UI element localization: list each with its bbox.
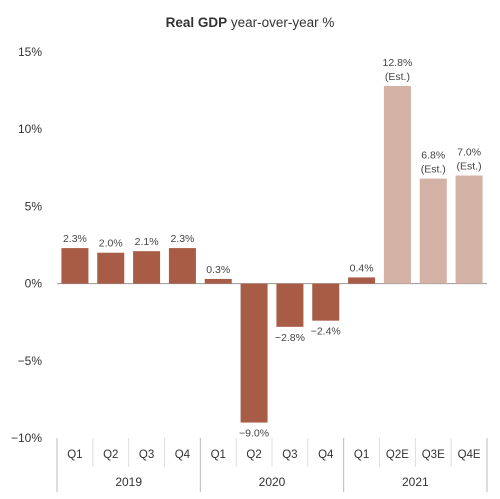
- x-tick-label: Q1: [67, 449, 82, 461]
- x-group-label: 2019: [115, 475, 142, 489]
- x-tick-label: Q3E: [422, 449, 445, 461]
- estimate-note-label: (Est.): [385, 71, 410, 83]
- bar: [97, 252, 125, 284]
- bar: [204, 278, 232, 284]
- x-tick-label: Q4: [175, 449, 191, 461]
- data-label: −2.8%: [275, 332, 305, 344]
- data-labels-group: 2.3% 2.0% 2.1% 2.3% 0.3% −9.0% −2.8% −2.4% 0.4% 1…: [63, 57, 482, 440]
- y-tick-label: −10%: [11, 431, 42, 445]
- x-tick-label: Q3: [282, 449, 297, 461]
- bar: [348, 277, 376, 284]
- x-tick-label: Q1: [211, 449, 226, 461]
- data-label: 7.0%: [457, 147, 481, 159]
- x-tick-label: Q3: [139, 449, 154, 461]
- bar: [312, 283, 340, 321]
- data-label: 2.3%: [63, 233, 87, 245]
- estimate-note-label: (Est.): [457, 161, 482, 173]
- data-label: 2.3%: [170, 233, 194, 245]
- data-label: 2.0%: [99, 238, 123, 250]
- data-label: 0.4%: [350, 262, 374, 274]
- x-tick-label: Q2: [246, 449, 261, 461]
- bar: [133, 251, 161, 284]
- data-label: 12.8%: [383, 57, 413, 69]
- chart-title-rest: year-over-year %: [227, 15, 334, 30]
- bar: [419, 178, 447, 284]
- x-tick-label: Q2: [103, 449, 118, 461]
- bar: [276, 283, 304, 327]
- y-tick-label: −5%: [18, 354, 43, 368]
- x-tick-label: Q4E: [458, 449, 481, 461]
- bar: [455, 175, 483, 284]
- data-label: −9.0%: [239, 428, 269, 440]
- data-label: 2.1%: [135, 236, 159, 248]
- x-group-label: 2021: [402, 475, 429, 489]
- data-label: 0.3%: [206, 264, 230, 276]
- y-axis: 15% 10% 5% 0% −5% −10%: [11, 45, 487, 445]
- bar: [240, 283, 268, 423]
- y-tick-label: 15%: [18, 45, 42, 59]
- y-tick-label: 0%: [25, 277, 43, 291]
- bar: [168, 248, 196, 284]
- data-label: 6.8%: [421, 150, 445, 162]
- y-tick-label: 5%: [25, 199, 43, 213]
- estimate-note-label: (Est.): [421, 164, 446, 176]
- bar: [383, 85, 411, 284]
- chart-title: Real GDP year-over-year %: [166, 15, 335, 30]
- x-tick-label: Q4: [318, 449, 334, 461]
- y-tick-label: 10%: [18, 122, 42, 136]
- bar: [61, 248, 89, 284]
- x-group-label: 2020: [259, 475, 286, 489]
- x-tick-label: Q1: [354, 449, 369, 461]
- x-axis: Q1 Q2 Q3 Q4 Q1 Q2 Q3 Q4 Q1 Q2E Q3E Q4E 2019 2020 2021: [56, 438, 488, 492]
- x-tick-label: Q2E: [386, 449, 409, 461]
- bars-group: [61, 85, 483, 423]
- data-label: −2.4%: [311, 326, 341, 338]
- chart-title-bold: Real GDP: [166, 15, 228, 30]
